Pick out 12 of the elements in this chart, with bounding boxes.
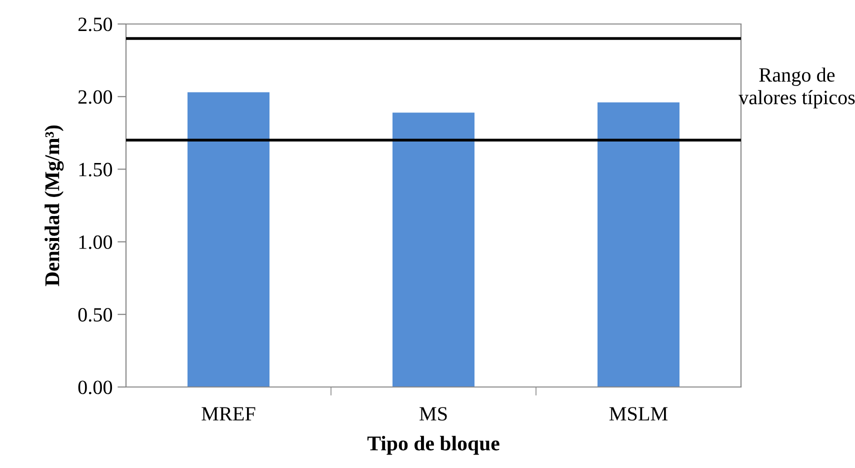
- y-tick-label: 1.00: [79, 235, 112, 250]
- y-tick-label: 2.50: [78, 18, 112, 32]
- y-tick-label: 0.50: [78, 308, 112, 322]
- y-axis-title: Densidad (Mg/m³): [44, 125, 64, 286]
- y-tick-label: 0.00: [78, 380, 112, 394]
- annotation: Rango de valores típicos: [738, 68, 855, 108]
- x-tick-label: MS: [420, 407, 447, 421]
- x-tick-label: MSLM: [609, 407, 668, 421]
- x-tick-label: MREF: [202, 407, 256, 420]
- y-tick-label: 1.50: [79, 162, 112, 176]
- y-tick-label: 2.00: [78, 90, 112, 104]
- x-axis-title: Tipo de bloque: [367, 436, 500, 455]
